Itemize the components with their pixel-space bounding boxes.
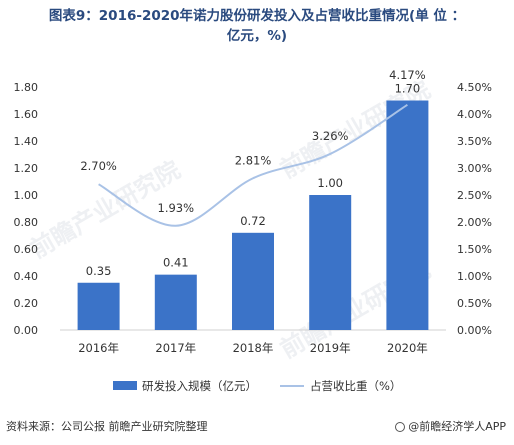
y-left-tick-label: 0.20 [14, 297, 39, 310]
legend-bar-label: 研发投入规模（亿元） [142, 379, 257, 393]
chart-title: 图表9：2016-2020年诺力股份研发投入及占营收比重情况(单 位 ： 亿元，… [0, 6, 514, 46]
brand-label: @前瞻经济学人APP [395, 418, 506, 434]
y-left-tick-label: 0.00 [14, 324, 39, 337]
y-left-tick-label: 1.00 [14, 189, 39, 202]
y-left-tick-label: 0.80 [14, 216, 39, 229]
line-value-label: 3.26% [312, 129, 349, 143]
y-right-tick-label: 4.00% [457, 108, 492, 121]
bar [232, 232, 274, 330]
y-right-tick-label: 4.50% [457, 81, 492, 94]
chart-svg: 0.00 0.20 0.40 0.60 0.80 1.00 1.20 1.40 1.60 1.80… [14, 68, 492, 393]
bar-value-label: 0.35 [86, 264, 112, 278]
bar [309, 195, 352, 330]
x-tick-label: 2019年 [310, 341, 351, 355]
x-tick-label: 2016年 [78, 341, 119, 355]
y-right-tick-label: 0.00% [457, 324, 492, 337]
y-right-tick-label: 3.00% [457, 162, 492, 175]
bar [386, 100, 429, 330]
y-left-tick-label: 0.40 [14, 270, 39, 283]
y-right-tick-label: 1.50% [457, 243, 492, 256]
series-line [98, 103, 408, 227]
x-tick-label: 2020年 [387, 341, 428, 355]
y-right-tick-label: 2.50% [457, 189, 492, 202]
x-tick-label: 2018年 [233, 341, 274, 355]
y-left-tick-label: 1.40 [14, 135, 39, 148]
legend-line-label: 占营收比重（%） [310, 379, 401, 393]
y-right-tick-label: 3.50% [457, 135, 492, 148]
y-right-tick-label: 2.00% [457, 216, 492, 229]
y-left-tick-label: 0.60 [14, 243, 39, 256]
y-right-tick-label: 1.00% [457, 270, 492, 283]
source-note: 资料来源：公司公报 前瞻产业研究院整理 [6, 420, 208, 433]
y-left-tick-label: 1.60 [14, 108, 39, 121]
legend-bar-swatch [113, 381, 137, 390]
line-value-label: 2.81% [235, 153, 272, 167]
bar-value-label: 0.41 [163, 256, 189, 270]
brand-text: @前瞻经济学人APP [408, 420, 506, 433]
bar [154, 274, 197, 330]
bar-value-label: 1.70 [395, 82, 421, 96]
chart-title-line2: 亿元，%) [226, 28, 288, 44]
line-value-label: 1.93% [158, 201, 195, 215]
line-value-label: 4.17% [389, 68, 426, 82]
y-right-tick-label: 0.50% [457, 297, 492, 310]
bar-value-label: 0.72 [240, 214, 266, 228]
x-tick-label: 2017年 [155, 341, 196, 355]
chart-title-line1: 图表9：2016-2020年诺力股份研发投入及占营收比重情况(单 位 ： [48, 8, 466, 24]
brand-icon [395, 422, 406, 432]
bar [77, 282, 120, 330]
bar-value-label: 1.00 [317, 176, 343, 190]
line-value-label: 2.70% [80, 159, 117, 173]
y-left-tick-label: 1.80 [14, 81, 39, 94]
y-left-tick-label: 1.20 [14, 162, 39, 175]
